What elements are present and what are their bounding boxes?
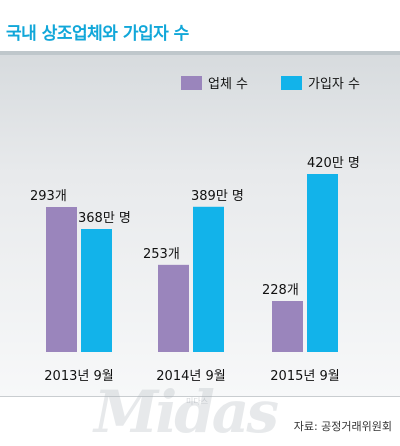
data-label-companies-2: 228개 bbox=[262, 283, 299, 298]
legend-label-companies: 업체 수 bbox=[208, 77, 248, 92]
panel-bottom-rule bbox=[0, 396, 400, 397]
chart-title: 국내 상조업체와 가입자 수 bbox=[6, 24, 189, 44]
data-label-subscribers-0: 368만 명 bbox=[78, 211, 131, 226]
bar-subscribers-2 bbox=[307, 174, 338, 352]
source-note: 자료: 공정거래위원회 bbox=[293, 420, 392, 433]
data-label-subscribers-1: 389만 명 bbox=[191, 189, 244, 204]
legend-label-subscribers: 가입자 수 bbox=[308, 77, 360, 92]
data-label-companies-1: 253개 bbox=[143, 247, 180, 262]
legend-swatch-companies bbox=[181, 76, 202, 90]
data-label-subscribers-2: 420만 명 bbox=[307, 156, 360, 171]
legend-swatch-subscribers bbox=[281, 76, 302, 90]
category-label-0: 2013년 9월 bbox=[44, 369, 113, 384]
bar-companies-0 bbox=[46, 207, 77, 352]
watermark-subtext: 미다스 bbox=[186, 397, 209, 406]
category-label-2: 2015년 9월 bbox=[270, 369, 339, 384]
watermark-logo: Midas bbox=[94, 378, 279, 446]
category-label-1: 2014년 9월 bbox=[156, 369, 225, 384]
title-divider bbox=[0, 51, 400, 55]
bar-subscribers-1 bbox=[193, 206, 224, 352]
bar-companies-2 bbox=[272, 301, 303, 352]
bar-subscribers-0 bbox=[81, 229, 112, 352]
data-label-companies-0: 293개 bbox=[30, 189, 67, 204]
bar-companies-1 bbox=[158, 264, 189, 352]
